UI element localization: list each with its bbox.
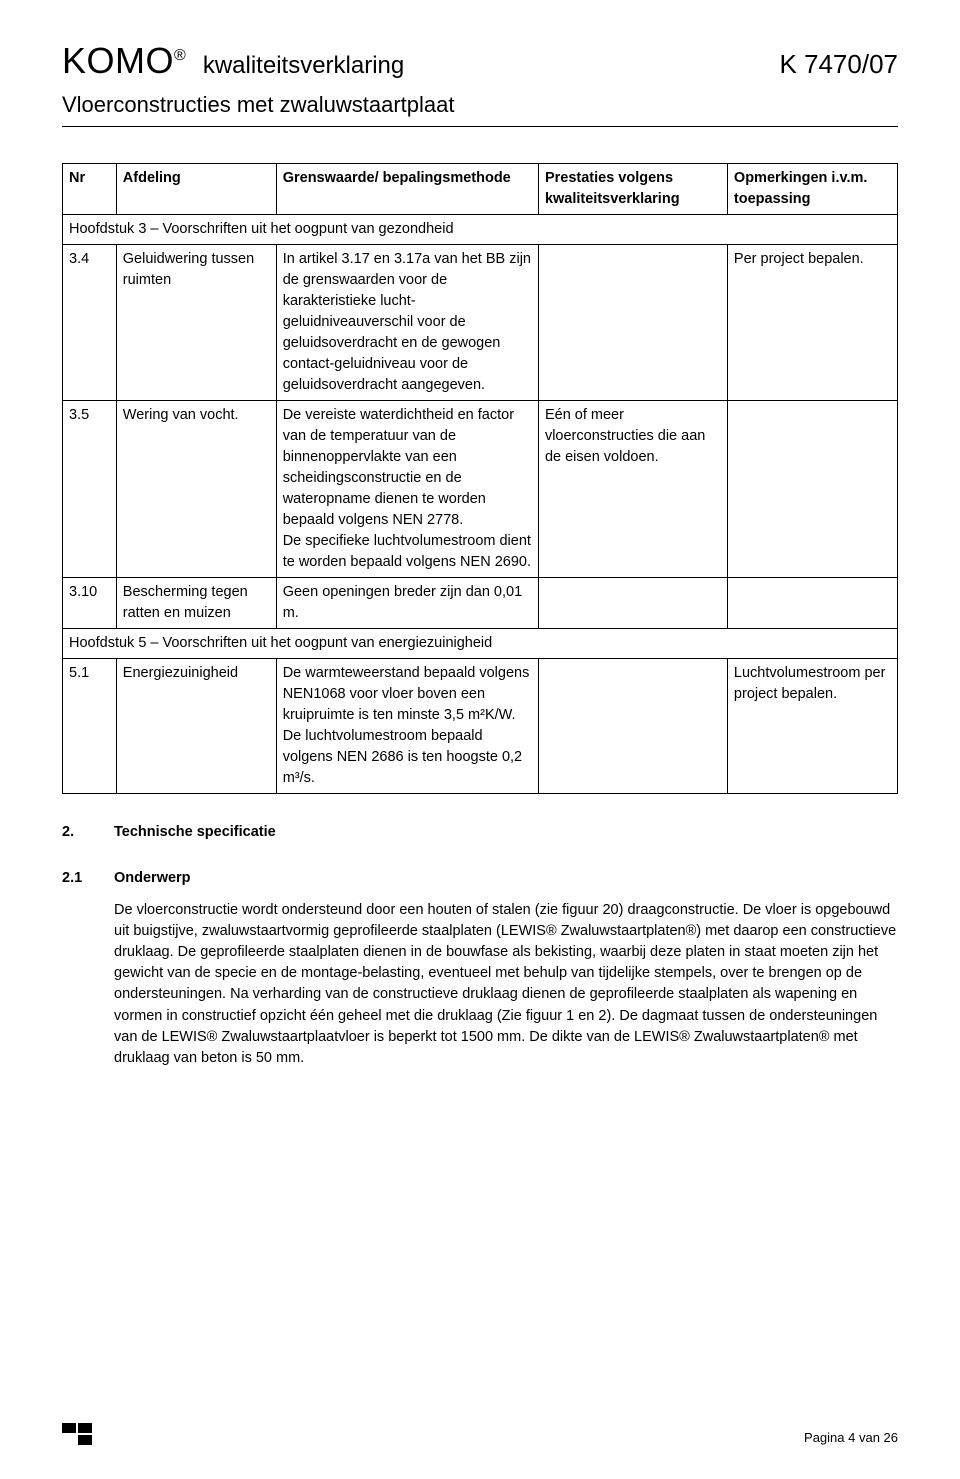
cell-afdeling: Energiezuinigheid (116, 659, 276, 794)
cell-nr: 5.1 (63, 659, 117, 794)
footer: Pagina 4 van 26 (62, 1423, 898, 1445)
cell-prestaties: Eén of meer vloerconstructies die aan de… (538, 401, 727, 578)
section-h5: Hoofdstuk 5 – Voorschriften uit het oogp… (63, 629, 898, 659)
footer-logo-icon (62, 1423, 92, 1445)
brand-text: KOMO (62, 40, 174, 81)
table-row: 3.10 Bescherming tegen ratten en muizen … (63, 578, 898, 629)
page: KOMO® kwaliteitsverklaring K 7470/07 Vlo… (0, 0, 960, 1479)
cell-grenswaarde: De vereiste waterdichtheid en factor van… (276, 401, 538, 578)
th-opmerkingen: Opmerkingen i.v.m. toepassing (727, 164, 897, 215)
section-2-1-body: De vloerconstructie wordt ondersteund do… (114, 900, 898, 1068)
cell-nr: 3.10 (63, 578, 117, 629)
cell-nr: 3.4 (63, 245, 117, 401)
header-row: KOMO® kwaliteitsverklaring K 7470/07 (62, 40, 898, 82)
subtitle: Vloerconstructies met zwaluwstaartplaat (62, 92, 898, 118)
section-2-1-heading: 2.1 Onderwerp (62, 870, 898, 886)
cell-grenswaarde: In artikel 3.17 en 3.17a van het BB zijn… (276, 245, 538, 401)
th-nr: Nr (63, 164, 117, 215)
cell-grenswaarde: De warmteweerstand bepaald volgens NEN10… (276, 659, 538, 794)
doc-code: K 7470/07 (779, 49, 898, 80)
cell-prestaties (538, 578, 727, 629)
th-prestaties: Prestaties volgens kwaliteitsverklaring (538, 164, 727, 215)
section-h3: Hoofdstuk 3 – Voorschriften uit het oogp… (63, 215, 898, 245)
table-header-row: Nr Afdeling Grenswaarde/ bepalingsmethod… (63, 164, 898, 215)
cell-opmerkingen: Per project bepalen. (727, 245, 897, 401)
cell-prestaties (538, 659, 727, 794)
cell-opmerkingen (727, 578, 897, 629)
cell-afdeling: Bescherming tegen ratten en muizen (116, 578, 276, 629)
section-2-num: 2. (62, 824, 114, 840)
brand-block: KOMO® kwaliteitsverklaring (62, 40, 404, 82)
table-row: 3.5 Wering van vocht. De vereiste waterd… (63, 401, 898, 578)
cell-afdeling: Wering van vocht. (116, 401, 276, 578)
section-2-1-num: 2.1 (62, 870, 114, 886)
page-number: Pagina 4 van 26 (804, 1430, 898, 1445)
table-section-row: Hoofdstuk 5 – Voorschriften uit het oogp… (63, 629, 898, 659)
table-row: 3.4 Geluidwering tussen ruimten In artik… (63, 245, 898, 401)
brand-name: KOMO® (62, 40, 197, 81)
th-grenswaarde: Grenswaarde/ bepalingsmethode (276, 164, 538, 215)
cell-opmerkingen (727, 401, 897, 578)
section-2-title: Technische specificatie (114, 824, 276, 840)
table-section-row: Hoofdstuk 3 – Voorschriften uit het oogp… (63, 215, 898, 245)
cell-nr: 3.5 (63, 401, 117, 578)
section-2-heading: 2. Technische specificatie (62, 824, 898, 840)
brand-registered: ® (174, 47, 186, 64)
section-2-1-title: Onderwerp (114, 870, 191, 886)
table-row: 5.1 Energiezuinigheid De warmteweerstand… (63, 659, 898, 794)
main-table: Nr Afdeling Grenswaarde/ bepalingsmethod… (62, 163, 898, 794)
cell-afdeling: Geluidwering tussen ruimten (116, 245, 276, 401)
brand-suffix: kwaliteitsverklaring (203, 52, 404, 79)
th-afdeling: Afdeling (116, 164, 276, 215)
cell-grenswaarde: Geen openingen breder zijn dan 0,01 m. (276, 578, 538, 629)
header-rule (62, 126, 898, 127)
cell-opmerkingen: Luchtvolumestroom per project bepalen. (727, 659, 897, 794)
cell-prestaties (538, 245, 727, 401)
